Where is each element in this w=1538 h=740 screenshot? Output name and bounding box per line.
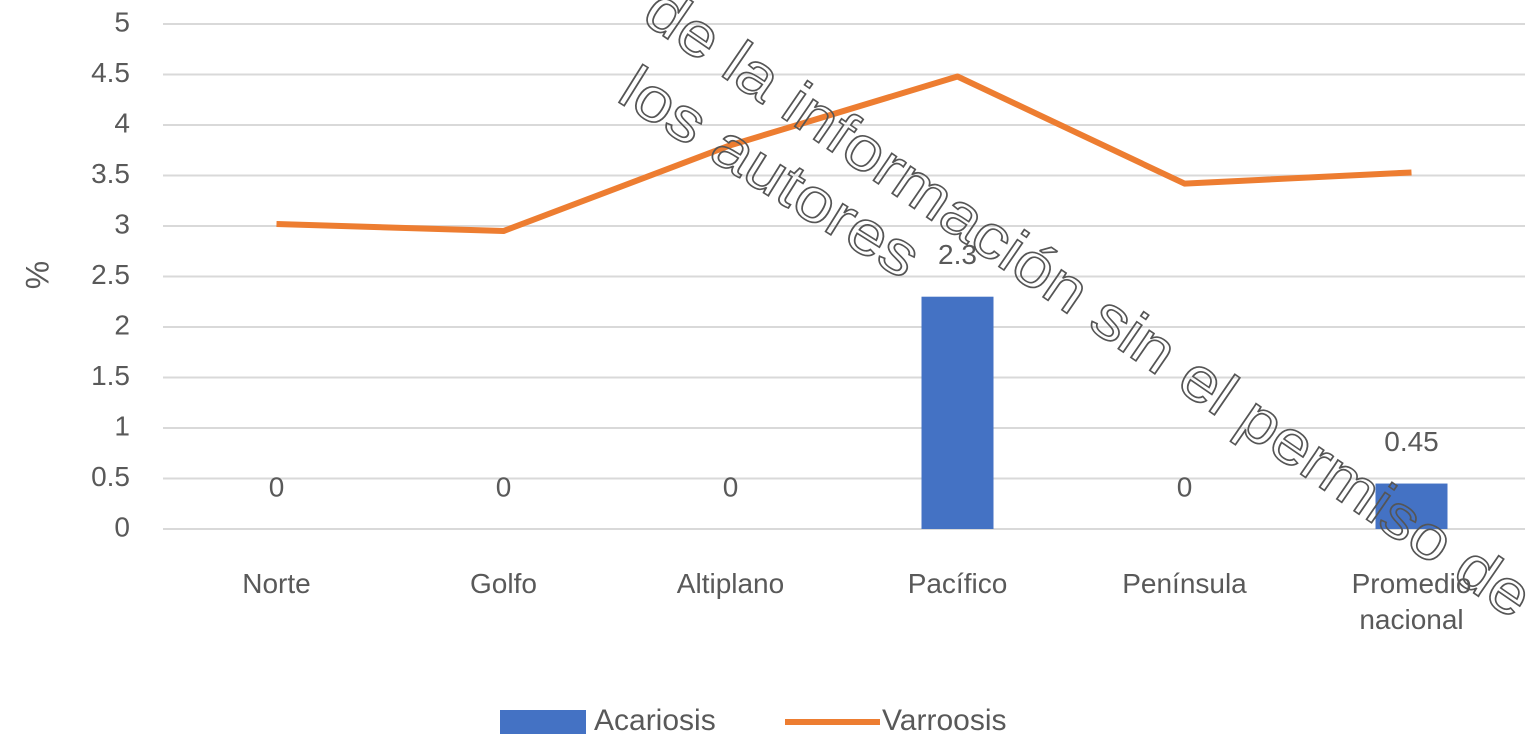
legend-label: Acariosis [594,704,716,737]
y-tick-label: 3 [114,208,130,239]
data-label: 0 [496,471,512,502]
y-tick-label: 0.5 [91,461,130,492]
line [276,73,1412,235]
y-tick-label: 1.5 [91,360,130,391]
data-label: 0 [269,471,285,502]
y-axis-label: % [19,261,55,289]
y-tick-label: 4.5 [91,57,130,88]
bar [921,296,994,529]
data-label: 0.45 [1384,426,1439,457]
x-tick-label: Península [1122,568,1247,599]
data-label: 0 [723,471,739,502]
y-tick-label: 4 [114,107,130,138]
y-tick-label: 3.5 [91,158,130,189]
x-tick-label: Golfo [470,568,537,599]
data-label: 0 [1177,471,1193,502]
y-tick-label: 2.5 [91,259,130,290]
y-tick-label: 2 [114,309,130,340]
x-tick-label: Altiplano [676,568,785,599]
legend-label: Varroosis [882,704,1006,737]
y-tick-label: 5 [114,6,130,37]
y-tick-label: 1 [114,410,130,441]
data-label: 2.3 [938,239,977,270]
x-tick-label: Promedio nacional [1351,568,1472,635]
x-tick-label: Norte [242,568,311,599]
y-tick-label: 0 [114,511,130,542]
x-tick-label: Pacífico [907,568,1008,599]
watermark: de la información sin el permiso de [632,0,1538,632]
bar [1375,483,1448,529]
legend-swatch [500,710,586,734]
